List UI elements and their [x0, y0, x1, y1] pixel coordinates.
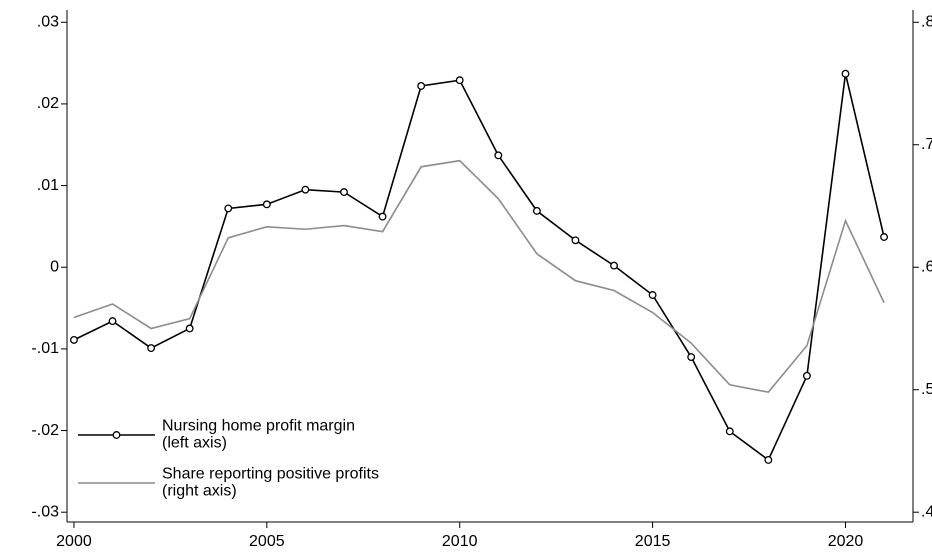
point-marker — [764, 455, 773, 464]
point-marker — [687, 353, 696, 361]
x-tick-label: 2010 — [442, 533, 478, 550]
point-marker — [648, 291, 657, 299]
point-marker — [610, 261, 618, 270]
point-marker — [224, 204, 233, 213]
y-tick-label: -.03 — [31, 503, 59, 520]
y-tick-label: .03 — [37, 13, 59, 30]
y-tick-label: .02 — [37, 95, 59, 112]
series-line — [73, 73, 885, 462]
y-tick-label: .01 — [37, 177, 59, 194]
y-tick-label: -.02 — [31, 422, 59, 439]
point-marker — [69, 335, 78, 344]
y-tick-label: 0 — [50, 258, 59, 275]
x-tick-label: 2020 — [828, 533, 864, 550]
point-marker — [455, 76, 464, 85]
y2-tick-label: .4 — [921, 503, 932, 520]
y2-tick-label: .5 — [921, 381, 932, 398]
point-marker — [262, 200, 271, 209]
x-tick-label: 2000 — [56, 533, 92, 550]
point-marker — [378, 212, 387, 221]
legend-label: Share reporting positive profits (right a… — [162, 466, 379, 500]
point-marker — [185, 324, 194, 333]
point-marker — [880, 233, 889, 241]
point-marker — [532, 206, 541, 215]
y2-tick-label: .8 — [921, 13, 932, 30]
x-tick-label: 2015 — [635, 533, 671, 550]
legend-marker — [112, 431, 121, 439]
y-tick-label: -.01 — [31, 340, 59, 357]
legend-label: Nursing home profit margin (left axis) — [162, 418, 355, 452]
y2-tick-label: .7 — [921, 136, 932, 153]
point-marker — [841, 69, 850, 78]
point-marker — [571, 236, 580, 245]
point-marker — [340, 188, 348, 197]
point-marker — [108, 317, 117, 326]
point-marker — [301, 185, 310, 194]
point-marker — [802, 371, 811, 380]
x-tick-label: 2005 — [249, 533, 285, 550]
series-line — [73, 159, 885, 394]
point-marker — [725, 427, 734, 436]
point-marker — [494, 151, 503, 160]
point-marker — [147, 344, 156, 353]
y2-tick-label: .6 — [921, 258, 932, 275]
point-marker — [417, 81, 426, 90]
